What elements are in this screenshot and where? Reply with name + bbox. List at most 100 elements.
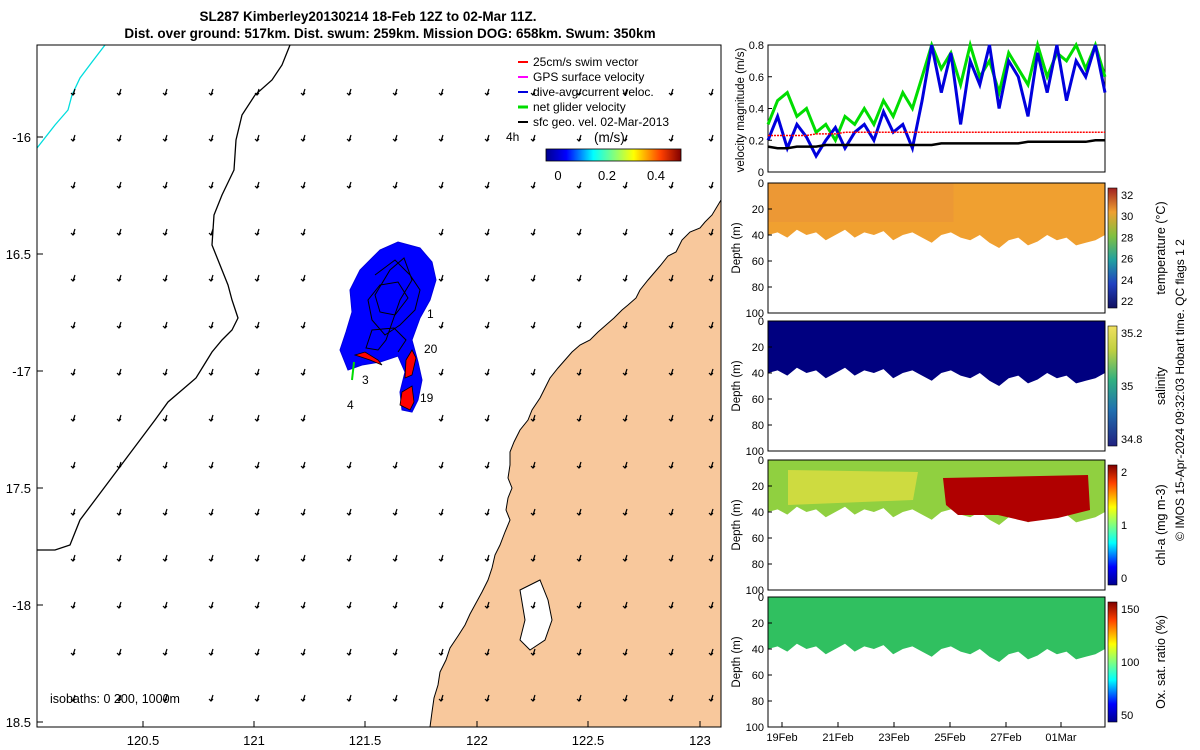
velocity-arrow (438, 414, 444, 422)
velocity-arrow (438, 88, 444, 96)
colorbar-tick-label: 30 (1121, 211, 1133, 223)
legend-label: sfc geo. vel. 02-Mar-2013 (533, 115, 669, 129)
y-tick-label: 100 (746, 308, 764, 320)
velocity-arrow (708, 368, 714, 376)
velocity-arrow (668, 134, 674, 142)
velocity-arrow (438, 134, 444, 142)
velocity-arrow (530, 554, 536, 562)
velocity-arrow (668, 508, 674, 516)
velocity-arrow (300, 508, 306, 516)
velocity-arrow (162, 648, 168, 656)
velocity-arrow (438, 274, 444, 282)
velocity-arrow (668, 181, 674, 189)
colorbar-tick-label: 2 (1121, 467, 1127, 479)
colorbar-tick-label: 35.2 (1121, 328, 1142, 340)
section-ylabel: Depth (m) (731, 636, 743, 687)
y-tick-label: 0.8 (749, 40, 764, 52)
velocity-arrow (300, 321, 306, 329)
y-tick-label: 100 (746, 446, 764, 458)
velocity-arrow (576, 694, 582, 702)
velocity-arrow (530, 274, 536, 282)
velocity-arrow (254, 648, 260, 656)
section-ylabel: Depth (m) (731, 222, 743, 273)
velocity-arrow (70, 274, 76, 282)
x-tick-label: 121 (243, 733, 265, 748)
velocity-arrow (300, 228, 306, 236)
y-tick-label: 0 (758, 167, 764, 179)
velocity-arrow (392, 648, 398, 656)
velocity-arrow (70, 181, 76, 189)
colorbar-tick-label: 34.8 (1121, 434, 1142, 446)
time-tick-label: 27Feb (990, 732, 1021, 744)
velocity-arrow (668, 228, 674, 236)
velocity-arrow (708, 694, 714, 702)
colorbar-title: (m/s) (594, 130, 625, 145)
section-colorbar (1107, 601, 1118, 723)
section-fill (768, 597, 1105, 662)
y-tick-label: 20 (752, 204, 764, 216)
velocity-arrow (346, 461, 352, 469)
velocity-arrow (530, 508, 536, 516)
map-x-axis: 120.5 121 121.5 122 122.5 123 (127, 721, 711, 748)
velocity-arrow (392, 554, 398, 562)
series-line (766, 39, 1107, 144)
velocity-arrow (530, 368, 536, 376)
velocity-arrow (300, 648, 306, 656)
time-tick-label: 21Feb (822, 732, 853, 744)
colorbar-tick-label: 0 (1121, 573, 1127, 585)
velocity-arrow (162, 368, 168, 376)
y-tick-label: 0 (758, 178, 764, 190)
velocity-arrow (576, 134, 582, 142)
series-line (767, 139, 1105, 150)
colorbar-label: temperature (°C) (1154, 201, 1168, 294)
velocity-arrow (438, 648, 444, 656)
colorbar-tick-label: 35 (1121, 381, 1133, 393)
velocity-arrow (346, 601, 352, 609)
map-legend: 25cm/s swim vector GPS surface velocity … (518, 55, 669, 129)
velocity-arrow (530, 228, 536, 236)
velocity-arrow (254, 134, 260, 142)
velocity-arrow (622, 461, 628, 469)
track-label: 19 (420, 391, 434, 405)
red-track-segments (353, 349, 417, 411)
y-tick-label: -18 (12, 598, 31, 613)
velocity-arrow (668, 321, 674, 329)
velocity-arrow (70, 134, 76, 142)
figure-title-line1: SL287 Kimberley20130214 18-Feb 12Z to 02… (199, 9, 537, 24)
velocity-arrow-field (70, 88, 714, 702)
velocity-arrow (708, 88, 714, 96)
velocity-panel: 0 0.2 0.4 0.6 0.8 velocity magnitude (m/s) (735, 39, 1107, 179)
velocity-arrow (576, 368, 582, 376)
velocity-arrow (668, 601, 674, 609)
velocity-arrow (622, 181, 628, 189)
velocity-arrow (530, 414, 536, 422)
velocity-arrow (346, 554, 352, 562)
velocity-arrow (622, 228, 628, 236)
velocity-arrow (254, 508, 260, 516)
track-label: 4h (506, 130, 519, 144)
velocity-arrow (484, 648, 490, 656)
velocity-arrow (162, 321, 168, 329)
velocity-arrow (530, 134, 536, 142)
y-tick-label: 80 (752, 559, 764, 571)
y-tick-label: 0.6 (749, 72, 764, 84)
velocity-arrow (300, 601, 306, 609)
section-panel: 0 20 40 60 80 100 Depth (m) 32 30 28 26 24 22 tempera… (731, 178, 1168, 320)
colorbar-tick-label: 26 (1121, 254, 1133, 266)
velocity-arrow (622, 134, 628, 142)
velocity-ylabel: velocity magnitude (m/s) (735, 48, 747, 173)
velocity-arrow (162, 694, 168, 702)
y-tick-label: 40 (752, 368, 764, 380)
velocity-arrow (576, 648, 582, 656)
series-line (766, 44, 1107, 160)
velocity-arrow (254, 601, 260, 609)
velocity-arrow (438, 508, 444, 516)
track-label: 3 (362, 373, 369, 387)
velocity-arrow (530, 461, 536, 469)
colorbar-tick: 0.2 (598, 168, 616, 183)
velocity-arrow (116, 461, 122, 469)
legend-label: dive-avg current veloc. (533, 85, 654, 99)
colorbar-tick-label: 24 (1121, 275, 1133, 287)
velocity-arrow (484, 368, 490, 376)
